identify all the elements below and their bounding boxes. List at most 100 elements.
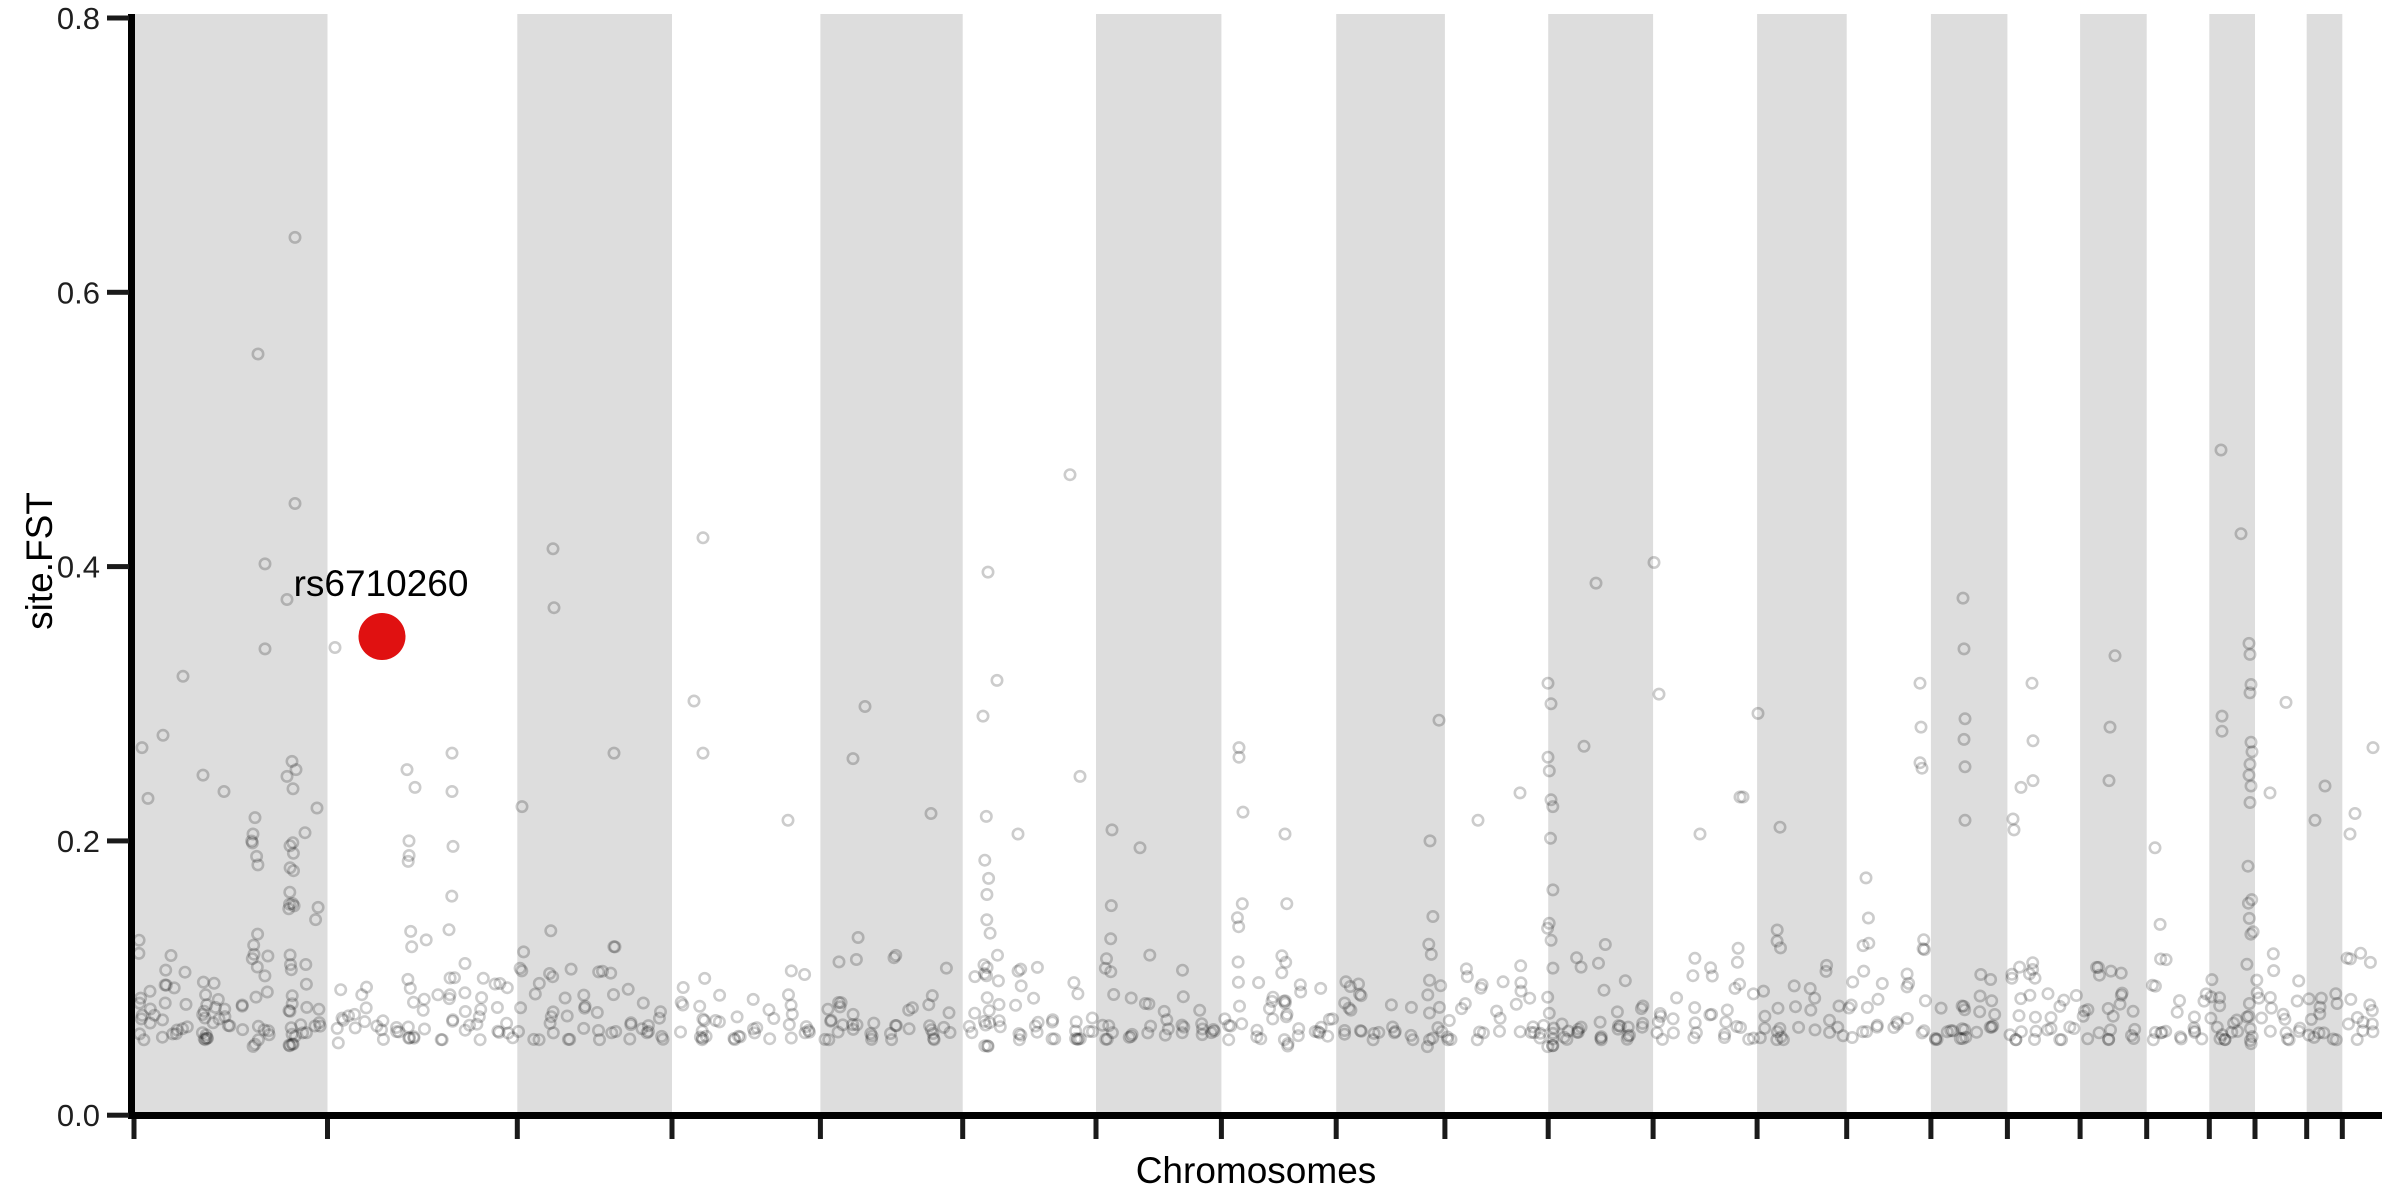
snp-point xyxy=(867,1016,881,1030)
snp-point xyxy=(147,1008,161,1022)
snp-point xyxy=(1985,994,1999,1008)
snp-point xyxy=(609,1025,623,1039)
snp-point xyxy=(285,997,299,1011)
snp-point xyxy=(2028,971,2042,985)
snp-point xyxy=(1524,1025,1538,1039)
snp-point xyxy=(1770,934,1784,948)
snp-point xyxy=(2279,1026,2293,1040)
snp-point xyxy=(1887,1020,1901,1034)
snp-point xyxy=(1594,1030,1608,1044)
snp-point xyxy=(2240,1010,2254,1024)
snp-outlier-point xyxy=(258,557,272,571)
snp-outlier-point xyxy=(781,813,795,827)
y-tick-mark xyxy=(107,15,129,21)
snp-point xyxy=(211,992,225,1006)
snp-point xyxy=(981,1039,995,1053)
snp-point xyxy=(1096,1018,1110,1032)
snp-point xyxy=(1195,1028,1209,1042)
snp-point xyxy=(528,987,542,1001)
snp-point xyxy=(294,1018,308,1032)
snp-point xyxy=(2329,987,2343,1001)
snp-point xyxy=(2053,1033,2067,1047)
snp-point xyxy=(1704,961,1718,975)
snp-point xyxy=(251,858,265,872)
snp-point xyxy=(515,964,529,978)
snp-point xyxy=(865,1032,879,1046)
snp-point xyxy=(731,1029,745,1043)
snp-point xyxy=(1546,1039,1560,1053)
snp-point xyxy=(563,1032,577,1046)
snp-point xyxy=(1138,996,1152,1010)
snp-point xyxy=(2014,1025,2028,1039)
snp-point xyxy=(1204,1026,1218,1040)
snp-point xyxy=(283,957,297,971)
snp-point xyxy=(864,1027,878,1041)
snp-point xyxy=(416,1003,430,1017)
snp-outlier-point xyxy=(328,640,342,654)
snp-point xyxy=(1820,958,1834,972)
snp-point xyxy=(992,1014,1006,1028)
snp-point xyxy=(1666,1012,1680,1026)
snp-point xyxy=(2092,1026,2106,1040)
snp-point xyxy=(2242,996,2256,1010)
snp-outlier-point xyxy=(288,496,302,510)
snp-point xyxy=(1458,997,1472,1011)
snp-outlier-point xyxy=(515,800,529,814)
snp-point xyxy=(1263,1002,1277,1016)
snp-outlier-point xyxy=(2243,795,2257,809)
snp-point xyxy=(851,930,865,944)
snp-point xyxy=(1860,1000,1874,1014)
snp-outlier-point xyxy=(1958,712,1972,726)
snp-point xyxy=(1104,899,1118,913)
snp-point xyxy=(2263,1024,2277,1038)
snp-point xyxy=(1988,1007,2002,1021)
snp-point xyxy=(1071,1032,1085,1046)
snp-point xyxy=(1099,1032,1113,1046)
snp-point xyxy=(1144,1019,1158,1033)
snp-point xyxy=(245,834,259,848)
snp-outlier-point xyxy=(1859,871,1873,885)
snp-point xyxy=(887,951,901,965)
snp-point xyxy=(1856,939,1870,953)
snp-point xyxy=(500,1016,514,1030)
snp-point xyxy=(1440,1030,1454,1044)
snp-point xyxy=(407,1030,421,1044)
snp-point xyxy=(390,1025,404,1039)
snp-point xyxy=(1634,1002,1648,1016)
snp-point xyxy=(1354,1024,1368,1038)
snp-point xyxy=(401,972,415,986)
snp-point xyxy=(2245,1030,2259,1044)
snp-point xyxy=(1917,943,1931,957)
snp-point xyxy=(1956,1032,1970,1046)
snp-point xyxy=(1476,1026,1490,1040)
snp-point xyxy=(442,923,456,937)
snp-point xyxy=(1122,1030,1136,1044)
snp-point xyxy=(1688,951,1702,965)
snp-point xyxy=(1742,1032,1756,1046)
snp-outlier-point xyxy=(1471,813,1485,827)
snp-point xyxy=(1470,1033,1484,1047)
snp-point xyxy=(2053,999,2067,1013)
snp-point xyxy=(733,1030,747,1044)
chromosome-band xyxy=(1096,14,1222,1112)
snp-point xyxy=(1069,1015,1083,1029)
snp-point xyxy=(1930,1032,1944,1046)
snp-point xyxy=(1842,1001,1856,1015)
y-tick-label: 0.8 xyxy=(57,1,100,36)
snp-outlier-point xyxy=(1957,642,1971,656)
snp-point xyxy=(493,976,507,990)
snp-point xyxy=(1831,1020,1845,1034)
snp-point xyxy=(1279,1010,1293,1024)
snp-point xyxy=(1105,1026,1119,1040)
snp-outlier-point xyxy=(141,791,155,805)
snp-point xyxy=(1808,991,1822,1005)
snp-point xyxy=(1891,1017,1905,1031)
snp-point xyxy=(1435,1025,1449,1039)
snp-point xyxy=(200,998,214,1012)
snp-point xyxy=(223,1019,237,1033)
snp-point xyxy=(1442,1013,1456,1027)
snp-point xyxy=(1955,999,1969,1013)
snp-point xyxy=(1343,979,1357,993)
snp-point xyxy=(1314,1020,1328,1034)
snp-point xyxy=(1030,960,1044,974)
